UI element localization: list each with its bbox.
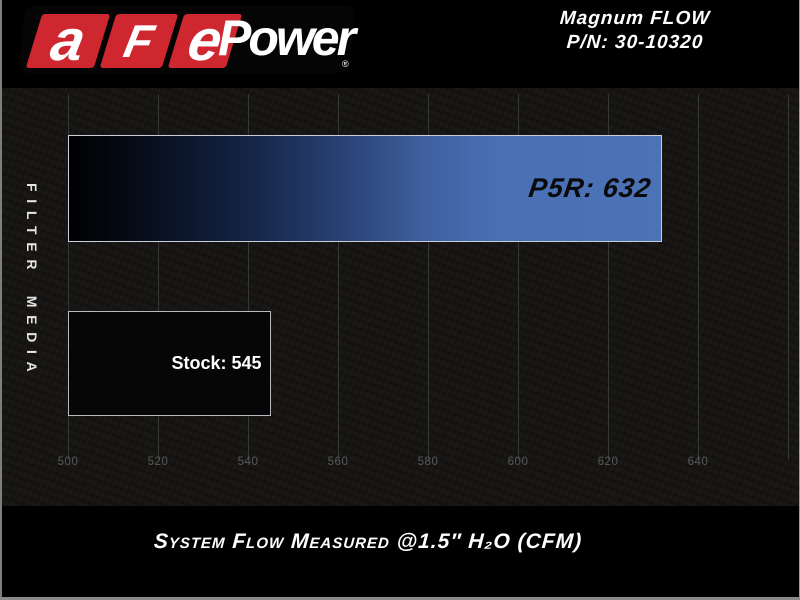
bar-p5r: P5R: 632 (68, 135, 662, 242)
x-axis-tick-label: 600 (507, 456, 529, 468)
x-axis-tick-label: 640 (687, 456, 709, 468)
x-axis-tick-label: 520 (147, 456, 169, 468)
logo-letter-a: a (45, 8, 91, 73)
x-axis-tick-label: 500 (57, 456, 79, 468)
product-line-title: Magnum FLOW (559, 8, 711, 29)
x-axis-tick-label: 580 (417, 456, 439, 468)
x-axis-tick-label: 560 (327, 456, 349, 468)
x-axis-tick-label: 540 (237, 456, 259, 468)
gridline (608, 94, 609, 460)
footer-bar: System Flow Measured @1.5″ H₂O (CFM) (0, 506, 800, 600)
part-number: P/N: 30-10320 (566, 32, 705, 53)
logo-wordmark: Power (218, 10, 356, 66)
gridline (428, 94, 429, 460)
image-edge-bottom (0, 597, 800, 600)
afe-power-logo: a F e Power ® (18, 5, 356, 73)
x-axis-caption: System Flow Measured @1.5″ H₂O (CFM) (153, 530, 583, 553)
gridline (698, 94, 699, 460)
gridline (68, 94, 69, 460)
bar-label-stock: Stock: 545 (171, 353, 262, 373)
bar-stock: Stock: 545 (68, 311, 271, 416)
x-axis-tick-label: 620 (597, 456, 619, 468)
bar-label-p5r: P5R: 632 (526, 173, 654, 203)
gridline (788, 94, 789, 460)
gridline (248, 94, 249, 460)
product-info: Magnum FLOW P/N: 30-10320 (470, 7, 800, 55)
logo-letter-f: F (119, 15, 159, 67)
header-bar: a F e Power ® Magnum FLOW P/N: 30-10320 (0, 0, 800, 88)
gridline (158, 94, 159, 460)
registered-trademark-icon: ® (342, 59, 349, 69)
gridline (518, 94, 519, 460)
gridline (338, 94, 339, 460)
image-edge-left (0, 0, 2, 600)
bar-chart-plot-area: FILTER MEDIA P5R: 632 Stock: 545 500 520 5… (0, 88, 800, 506)
y-axis-label: FILTER MEDIA (24, 183, 40, 380)
